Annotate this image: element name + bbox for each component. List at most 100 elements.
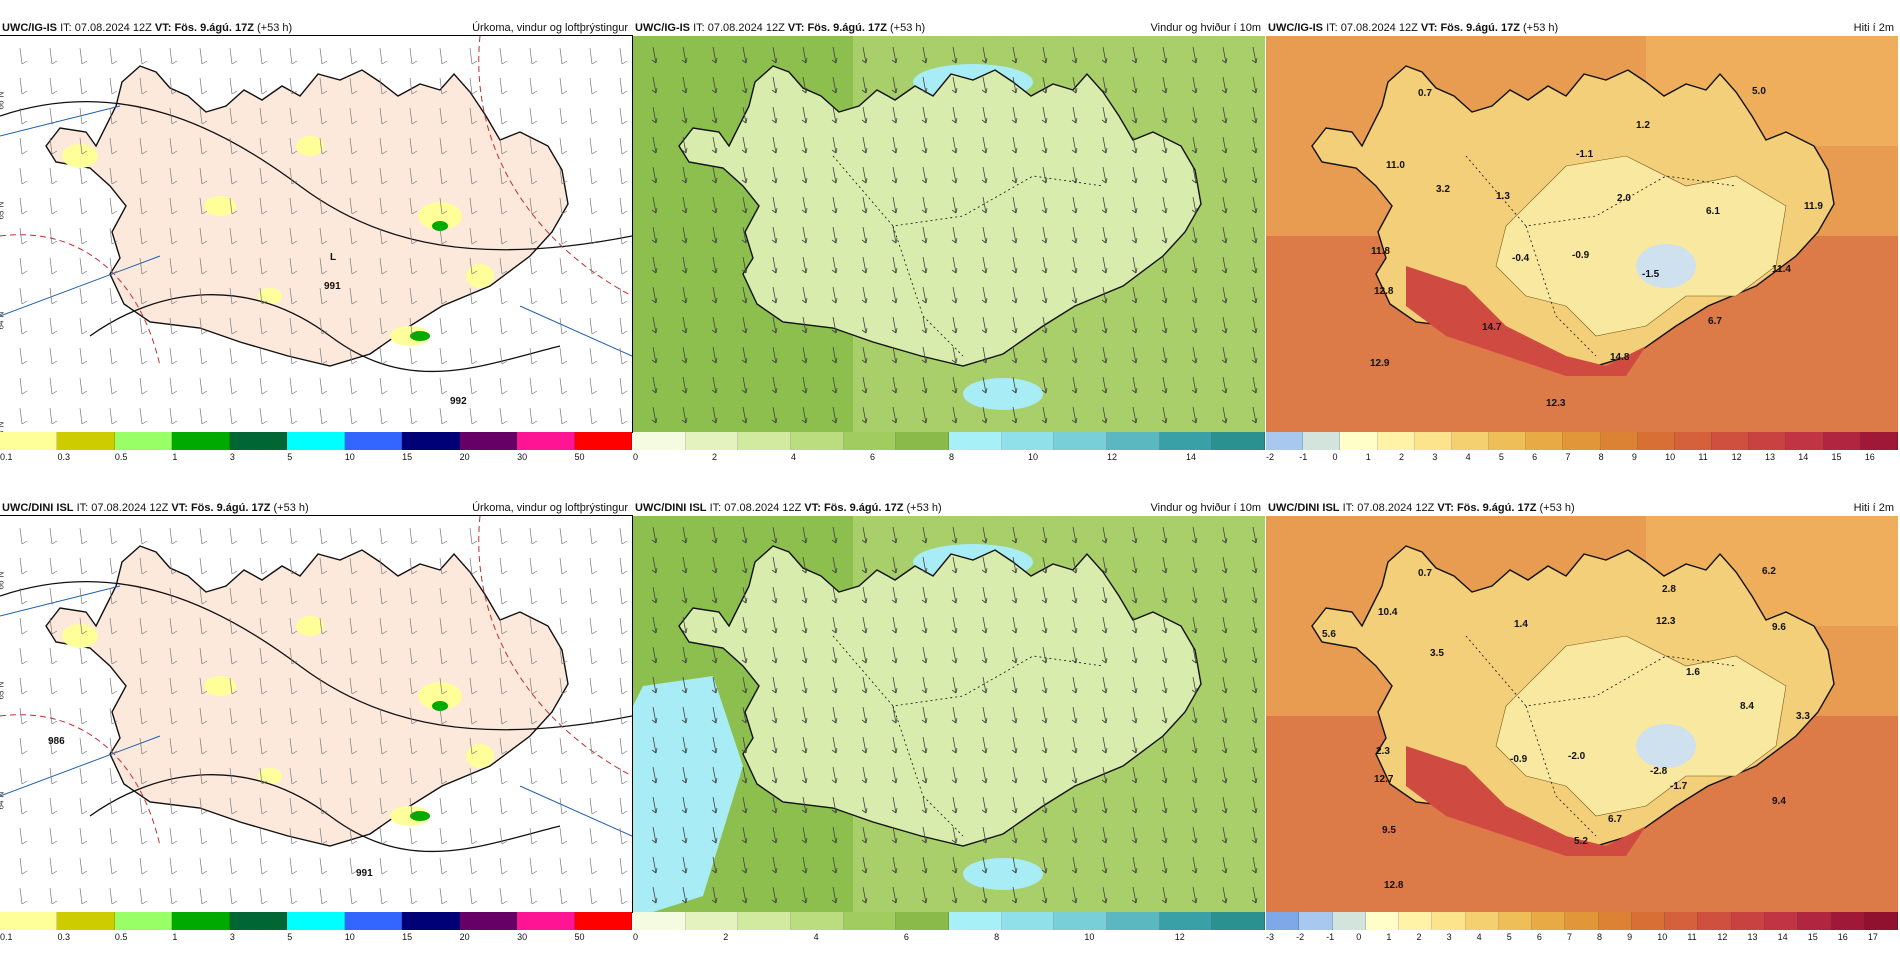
wind-barb [229,137,238,155]
wind-arrow [891,46,898,64]
wind-arrow [741,676,748,694]
wind-arrow [1191,406,1198,424]
wind-arrow [1251,106,1258,124]
legend-swatch [1054,912,1108,930]
wind-barb [619,737,628,755]
wind-arrow [1101,316,1108,334]
wind-barb [199,137,208,155]
wind-arrow [1161,46,1168,64]
wind-arrow [921,286,928,304]
map-value-label: 6.2 [1762,566,1776,577]
color-legend: -2 -1 0 1 2 3 4 5 6 7 8 9 10 11 12 13 14 15 16 [1266,432,1898,462]
legend-tick-label: -2 [1266,452,1275,462]
wind-arrow [921,616,928,634]
wind-barb [169,227,178,245]
wind-arrow [1221,586,1228,604]
wind-arrow [831,736,838,754]
isobar-line [89,294,561,372]
precip-area [62,144,98,168]
region-boundary [892,225,964,357]
wind-arrow [981,706,988,724]
iceland-coastline [678,545,1202,847]
wind-barb [619,107,628,125]
wind-barb [49,527,58,545]
wind-barb [559,47,568,65]
latitude-label: 66°N [0,571,6,590]
map-value-label: 2.3 [1376,746,1390,757]
wind-barb [499,137,508,155]
map-value-label: -2.0 [1568,751,1586,762]
wind-arrow [1071,286,1078,304]
wind-barb [469,587,478,605]
wind-barb [499,767,508,785]
wind-barb [199,857,208,875]
wind-arrow [891,826,898,844]
map-value-label: 5.0 [1752,86,1766,97]
legend-tick-label: 5 [287,452,293,462]
map-value-label: 9.5 [1382,825,1396,836]
wind-barb [529,317,538,335]
wind-arrow [741,316,748,334]
wind-arrow [1071,316,1078,334]
wind-arrow [1221,406,1228,424]
wind-barb [589,887,598,905]
wind-barb [619,857,628,875]
wind-arrow [1191,256,1198,274]
legend-tick-label: 17 [1867,932,1878,942]
wind-arrow [651,826,658,844]
wind-barb [79,197,88,215]
wind-arrow [801,616,808,634]
wind-barb [109,587,118,605]
legend-tick-label: 5 [1498,452,1504,462]
wind-arrow [771,226,778,244]
wind-arrow [1101,286,1108,304]
wind-barb [199,557,208,575]
wind-barb [379,287,388,305]
wind-barb [229,197,238,215]
wind-barb [499,227,508,245]
wind-arrow [1071,826,1078,844]
wind-arrow [1011,106,1018,124]
wind-arrow [1011,376,1018,394]
legend-tick-label: 15 [1831,452,1842,462]
wind-arrow [711,586,718,604]
wind-barb [529,827,538,845]
legend-tick-label: 0 [633,932,639,942]
wind-barb [319,797,328,815]
wind-arrow [1071,556,1078,574]
map-value-label: -2.8 [1650,766,1668,777]
wind-barb [529,107,538,125]
wind-arrow [1041,136,1048,154]
map-area: L 991 992 66°N 65°N 64°N 63°N [0,35,633,433]
wind-barb [289,347,298,365]
wind-arrow [861,316,868,334]
wind-barb [199,407,208,425]
wind-barb [559,557,568,575]
forecast-panel-igis-wind: UWC/IG-IS IT: 07.08.2024 12Z VT: Fös. 9.… [633,0,1266,480]
wind-arrow [831,646,838,664]
wind-arrow [921,256,928,274]
map-value-label: 2.0 [1617,193,1631,204]
wind-barb [469,677,478,695]
wind-arrow [891,376,898,394]
region-boundary [1525,705,1597,837]
wind-barb [19,587,28,605]
wind-arrow [1191,556,1198,574]
wind-barb [499,557,508,575]
wind-barb [19,767,28,785]
legend-swatch [1001,432,1055,450]
wind-barb [499,257,508,275]
forecast-panel-dini-precip: UWC/DINI ISL IT: 07.08.2024 12Z VT: Fös.… [0,480,633,960]
wind-barb [109,257,118,275]
wind-arrow [1011,76,1018,94]
legend-tick-label: 4 [1465,452,1471,462]
wind-barb [259,137,268,155]
map-value-label: 10.4 [1378,607,1398,618]
wind-barb [529,557,538,575]
wind-barb [439,647,448,665]
wind-barb [229,227,238,245]
wind-arrow [951,256,958,274]
wind-arrow [1251,256,1258,274]
legend-tick-label: 6 [903,932,909,942]
wind-barb [349,257,358,275]
